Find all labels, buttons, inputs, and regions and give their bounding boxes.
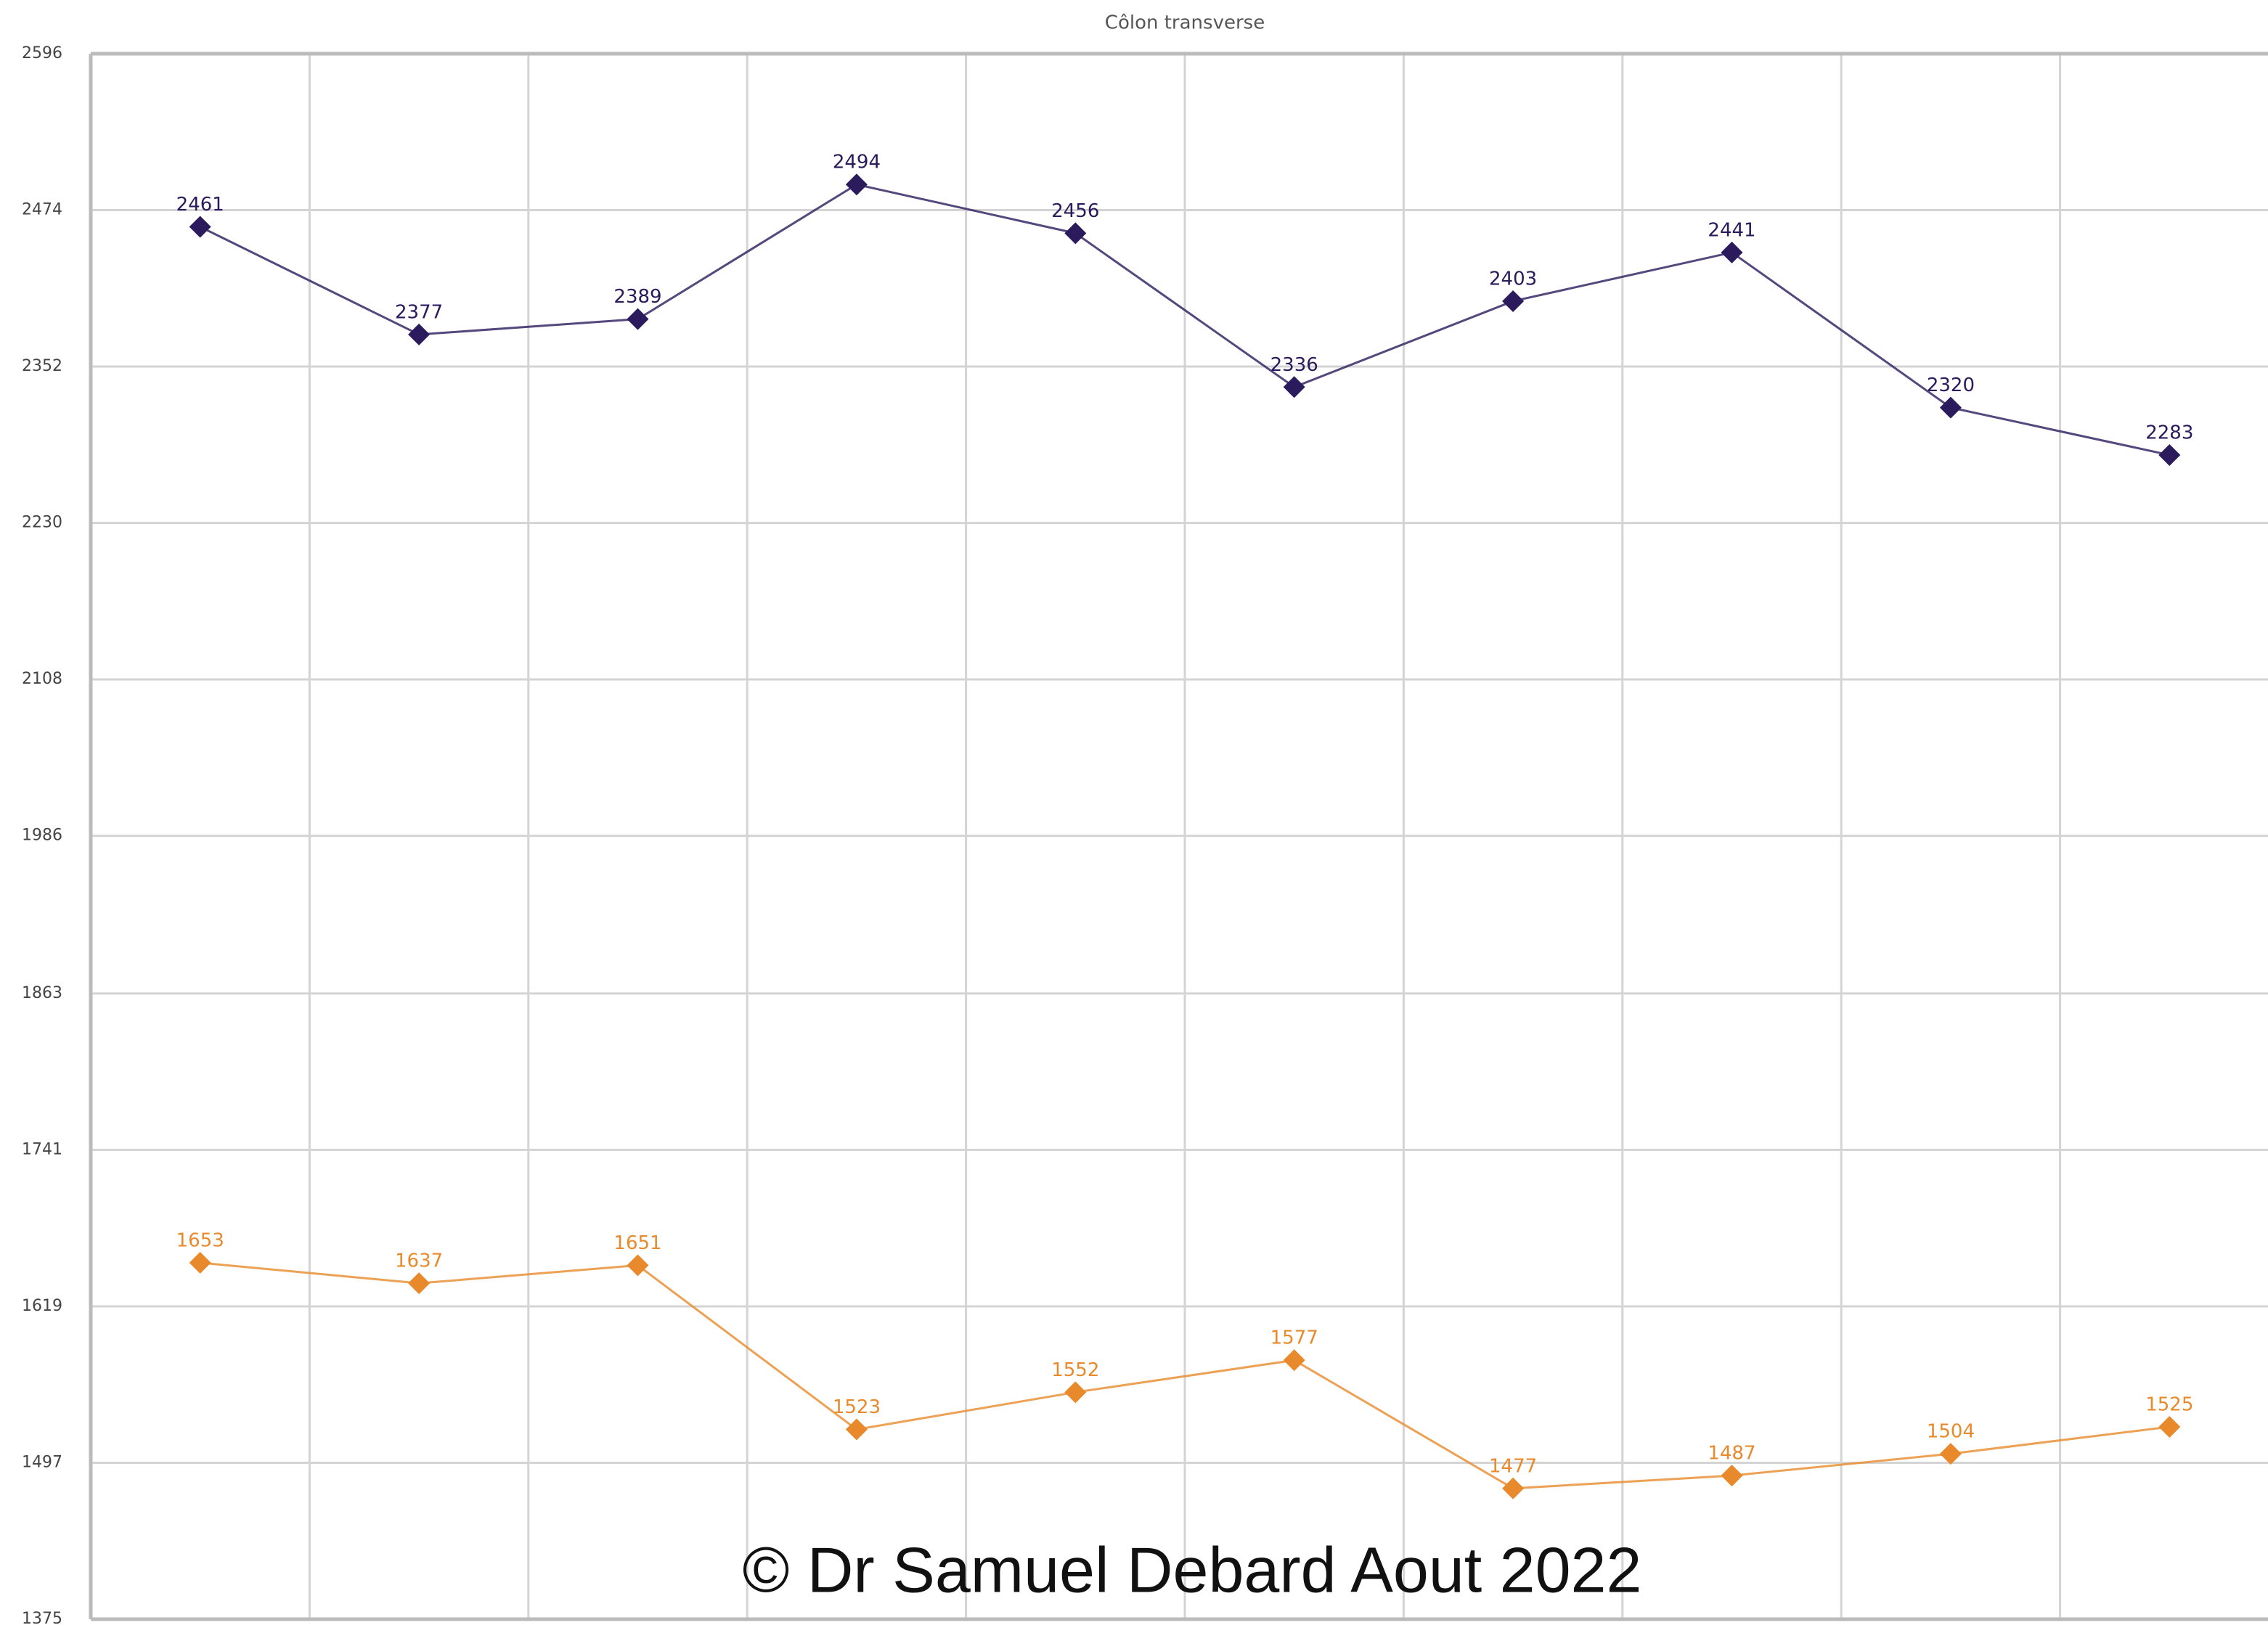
series-line bbox=[200, 183, 2170, 457]
data-label: 2389 bbox=[613, 286, 661, 308]
marker bbox=[189, 1251, 211, 1274]
marker bbox=[408, 1272, 431, 1295]
marker bbox=[1721, 1465, 1743, 1487]
y-tick-label: 2230 bbox=[22, 514, 62, 532]
chart-title: Côlon transverse bbox=[1105, 12, 1265, 34]
data-label: 2403 bbox=[1489, 268, 1537, 290]
data-label: 2494 bbox=[833, 152, 881, 173]
marker bbox=[1502, 290, 1525, 312]
y-tick-label: 2596 bbox=[22, 44, 62, 62]
y-tick-label: 1497 bbox=[22, 1453, 62, 1471]
data-label: 1577 bbox=[1270, 1327, 1318, 1349]
marker bbox=[627, 1254, 649, 1277]
data-label: 2377 bbox=[395, 301, 443, 323]
marker bbox=[1721, 241, 1743, 263]
marker bbox=[1064, 222, 1087, 245]
data-label: 2320 bbox=[1927, 374, 1975, 396]
y-tick-label: 2108 bbox=[22, 670, 62, 688]
data-label: 2336 bbox=[1270, 354, 1318, 376]
y-tick-label: 1741 bbox=[22, 1140, 62, 1158]
watermark: © Dr Samuel Debard Aout 2022 bbox=[743, 1534, 1642, 1605]
y-tick-label: 1986 bbox=[22, 827, 62, 845]
marker bbox=[2158, 443, 2181, 466]
data-label: 1523 bbox=[833, 1396, 881, 1418]
data-label: 1552 bbox=[1051, 1359, 1099, 1381]
marker bbox=[1939, 396, 1962, 419]
marker bbox=[1939, 1443, 1962, 1465]
marker bbox=[1283, 1349, 1305, 1372]
y-tick-label: 1863 bbox=[22, 984, 62, 1002]
marker bbox=[1502, 1477, 1525, 1499]
data-label: 2461 bbox=[176, 194, 224, 216]
data-label: 1477 bbox=[1489, 1455, 1537, 1477]
data-label: 1653 bbox=[176, 1229, 224, 1251]
series-line bbox=[200, 1261, 2170, 1490]
marker bbox=[845, 173, 868, 196]
marker bbox=[189, 216, 211, 238]
marker bbox=[845, 1418, 868, 1441]
data-label: 1525 bbox=[2145, 1394, 2193, 1416]
y-tick-label: 2474 bbox=[22, 201, 62, 219]
marker bbox=[2158, 1416, 2181, 1438]
data-label: 1637 bbox=[395, 1251, 443, 1272]
marker bbox=[408, 323, 431, 345]
data-label: 2441 bbox=[1708, 219, 1755, 241]
y-tick-label: 1619 bbox=[22, 1297, 62, 1315]
marker bbox=[1283, 376, 1305, 398]
marker bbox=[1064, 1381, 1087, 1404]
data-label: 1651 bbox=[613, 1232, 661, 1254]
data-label: 2283 bbox=[2145, 422, 2193, 443]
data-label: 1504 bbox=[1927, 1421, 1975, 1443]
data-label: 2456 bbox=[1051, 200, 1099, 222]
y-tick-label: 1375 bbox=[22, 1610, 62, 1625]
data-label: 1487 bbox=[1708, 1443, 1755, 1465]
y-tick-label: 2352 bbox=[22, 357, 62, 375]
marker bbox=[627, 308, 649, 330]
